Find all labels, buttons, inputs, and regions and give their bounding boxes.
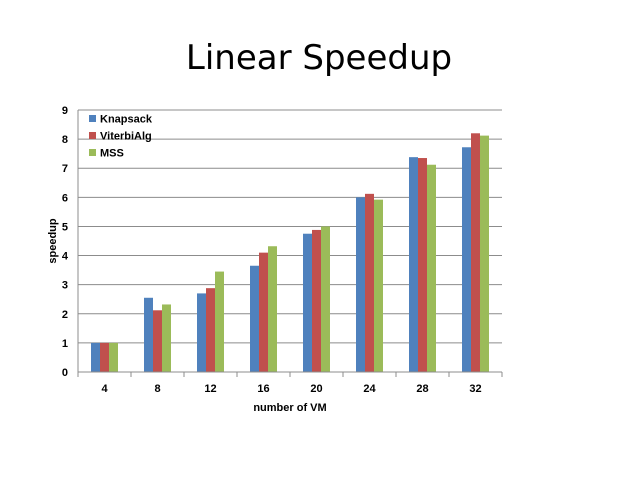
y-tick-label: 8 (62, 134, 68, 146)
bar-knapsack-16 (250, 265, 259, 372)
y-tick-labels: 0 1 2 3 4 5 6 7 8 9 (62, 105, 69, 379)
legend-swatch-mss (89, 149, 96, 156)
bar-mss-20 (321, 226, 330, 372)
legend-label-viterbialg: ViterbiAlg (100, 131, 152, 143)
x-tick-label: 12 (204, 383, 216, 395)
bar-knapsack-20 (303, 233, 312, 372)
chart-title: Linear Speedup (185, 38, 453, 78)
x-axis-title: number of VM (253, 402, 326, 414)
x-tick-label: 8 (154, 383, 160, 395)
y-tick-label: 2 (62, 309, 68, 321)
bar-viterbialg-8 (153, 310, 162, 372)
x-tick-label: 16 (257, 383, 269, 395)
bar-knapsack-4 (91, 342, 100, 372)
bar-mss-24 (374, 199, 383, 372)
bar-mss-28 (427, 164, 436, 372)
legend-swatch-knapsack (89, 115, 96, 122)
y-tick-label: 0 (62, 367, 68, 379)
bar-viterbialg-32 (471, 133, 480, 372)
x-tick-label: 20 (310, 383, 322, 395)
bar-viterbialg-24 (365, 193, 374, 372)
bar-viterbialg-4 (100, 342, 109, 372)
y-axis-title: speedup (47, 218, 59, 264)
bar-viterbialg-12 (206, 288, 215, 372)
bar-knapsack-28 (409, 157, 418, 372)
bar-viterbialg-16 (259, 252, 268, 372)
bar-mss-4 (109, 342, 118, 372)
bar-mss-16 (268, 246, 277, 372)
bar-mss-32 (480, 135, 489, 372)
bar-knapsack-12 (197, 293, 206, 372)
x-tick-label: 4 (101, 383, 108, 395)
y-tick-label: 4 (62, 251, 69, 263)
bar-viterbialg-20 (312, 229, 321, 372)
legend-label-knapsack: Knapsack (100, 114, 153, 126)
bar-mss-12 (215, 271, 224, 372)
y-tick-label: 1 (62, 338, 68, 350)
bar-mss-8 (162, 304, 171, 372)
x-tick-labels: 4 8 12 16 20 24 28 32 (101, 383, 481, 395)
bar-knapsack-24 (356, 197, 365, 372)
gridlines (78, 109, 502, 344)
x-tick-label: 32 (469, 383, 481, 395)
legend-swatch-viterbialg (89, 132, 96, 139)
legend-label-mss: MSS (100, 148, 124, 160)
x-tick-label: 28 (416, 383, 428, 395)
bar-knapsack-8 (144, 297, 153, 372)
y-tick-label: 7 (62, 163, 68, 175)
legend: Knapsack ViterbiAlg MSS (89, 114, 153, 160)
y-tick-label: 6 (62, 192, 68, 204)
axes (77, 110, 503, 377)
y-tick-label: 5 (62, 221, 68, 233)
bar-knapsack-32 (462, 147, 471, 372)
bars (91, 133, 489, 372)
bar-viterbialg-28 (418, 158, 427, 372)
x-tick-label: 24 (363, 383, 376, 395)
y-tick-label: 3 (62, 280, 68, 292)
y-tick-label: 9 (62, 105, 68, 117)
